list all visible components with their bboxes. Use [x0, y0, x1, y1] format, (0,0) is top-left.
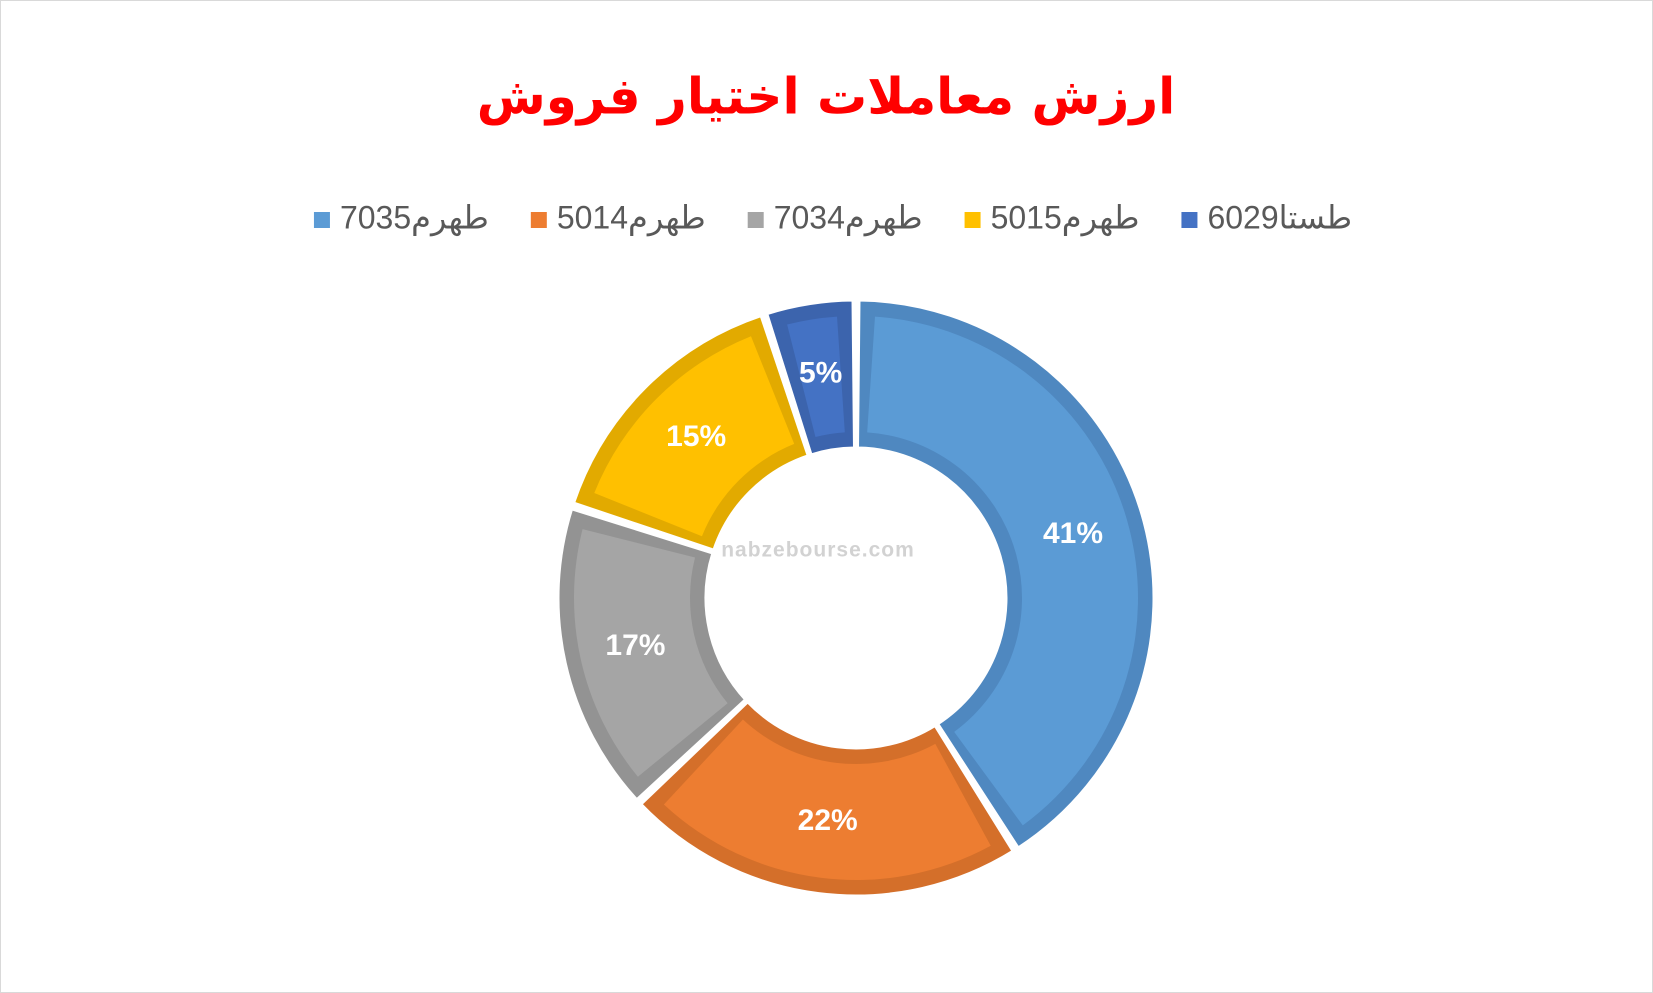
- slice-face: [787, 316, 845, 438]
- legend-swatch: [530, 212, 547, 228]
- legend-label: طهرم7034: [774, 199, 923, 236]
- slice-face: [663, 719, 991, 880]
- chart-title: ارزش معاملات اختیار فروش: [477, 68, 1176, 127]
- slice-face: [867, 316, 1139, 826]
- data-label: 15%: [666, 420, 726, 453]
- watermark: nabzebourse.com: [721, 539, 915, 562]
- legend-swatch: [747, 212, 764, 228]
- legend-label: طستا6029: [1207, 199, 1352, 235]
- legend: طهرم7035 طهرم5014 طهرم7034 طهرم5015 طستا6029: [313, 199, 1352, 236]
- legend-label: طهرم5014: [557, 199, 706, 236]
- slice-face: [574, 529, 728, 777]
- legend-label: طهرم7035: [340, 199, 489, 236]
- data-label: 22%: [798, 804, 858, 837]
- legend-swatch: [313, 212, 330, 228]
- data-label: 41%: [1043, 517, 1103, 550]
- legend-swatch: [964, 212, 981, 228]
- legend-swatch: [1181, 212, 1198, 228]
- data-label: 5%: [799, 357, 842, 390]
- data-label: 17%: [605, 629, 665, 662]
- legend-label: طهرم5015: [991, 199, 1140, 236]
- slice-face: [594, 336, 795, 537]
